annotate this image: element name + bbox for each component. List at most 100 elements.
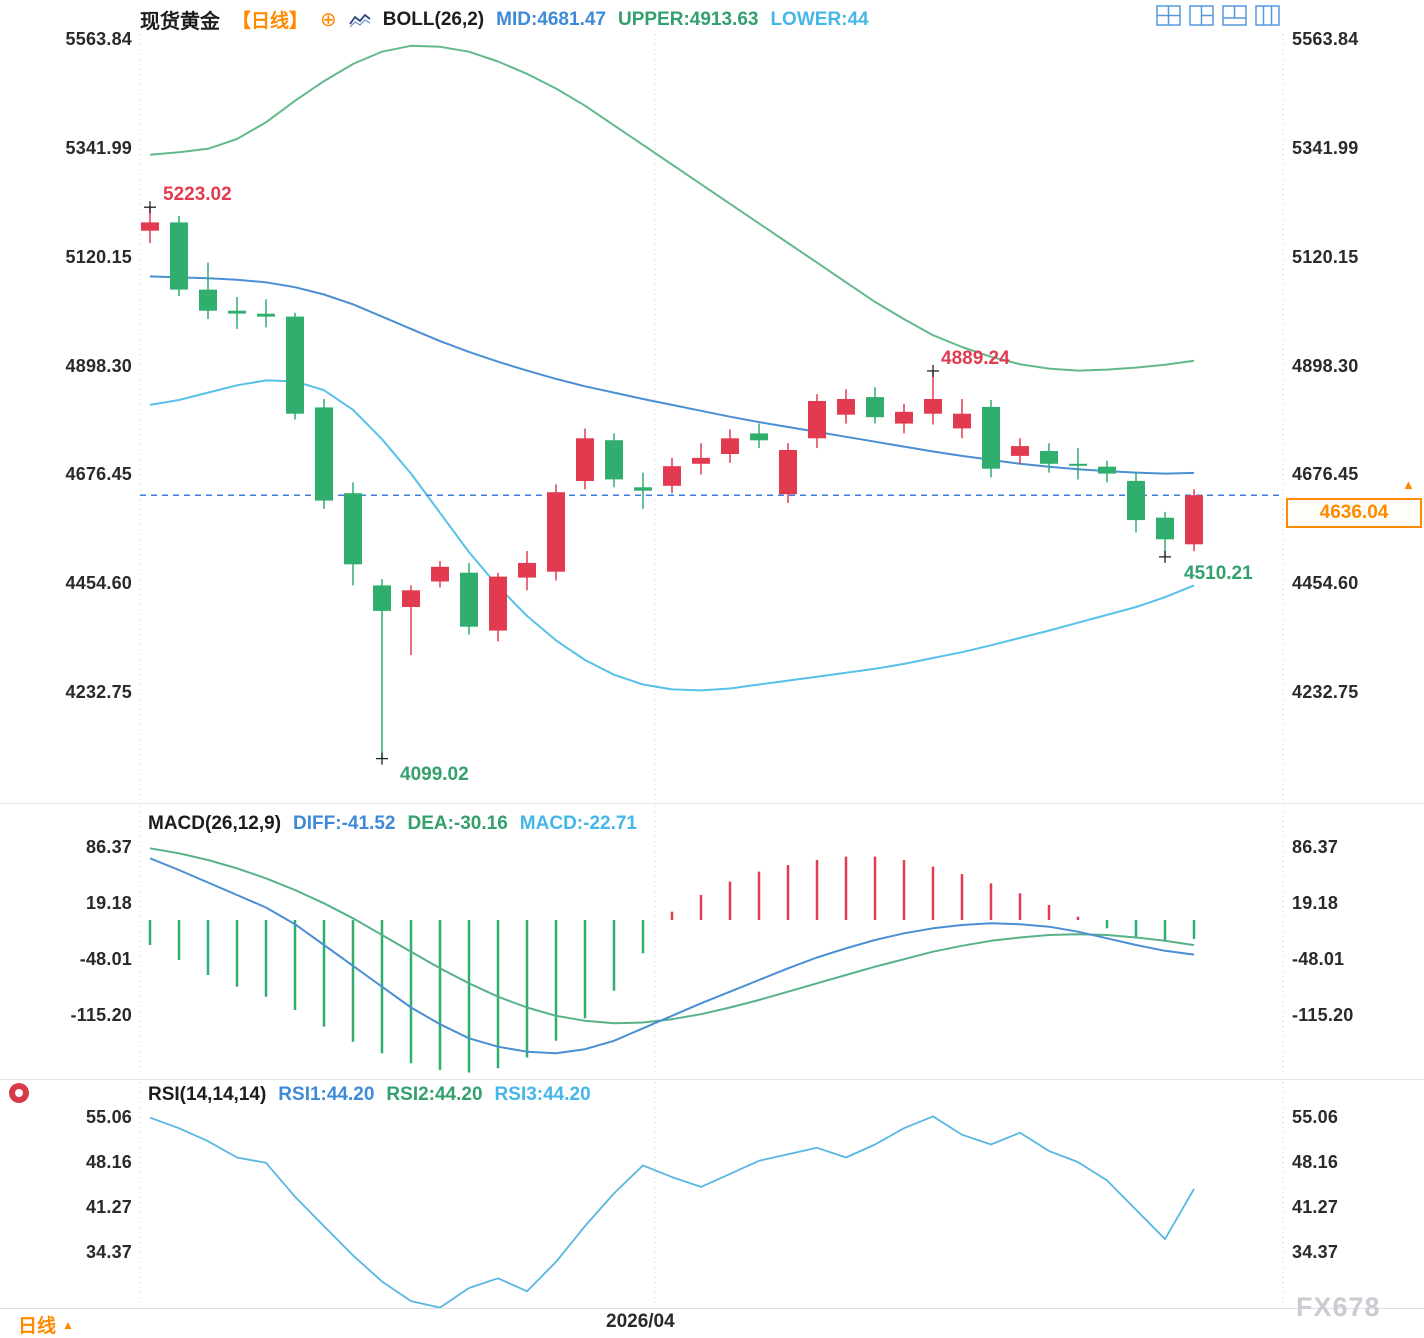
y-axis-label: 4676.45 (65, 464, 132, 484)
triangle-up-icon: ▲ (62, 1317, 74, 1332)
candle-body (460, 572, 478, 627)
rsi-header: RSI(14,14,14) RSI1:44.20 RSI2:44.20 RSI3… (148, 1084, 591, 1106)
macd-axis-label: 19.18 (1292, 893, 1339, 913)
y-axis-label: 4454.60 (65, 573, 132, 593)
layout-split-vertical-icon[interactable] (1189, 5, 1214, 26)
candle-body (895, 411, 913, 424)
candle-body (228, 310, 246, 314)
y-axis-label: 4454.60 (1292, 573, 1359, 593)
watermark: FX678 (1296, 1292, 1381, 1322)
rsi-axis-label: 34.37 (1292, 1242, 1339, 1262)
rsi-axis-label: 34.37 (85, 1242, 132, 1262)
candle-body (692, 457, 710, 464)
layout-columns-icon[interactable] (1255, 5, 1280, 26)
annotation-high: 4889.24 (941, 348, 1010, 369)
rsi1-value: RSI1:44.20 (278, 1084, 375, 1105)
rsi-axis-label: 48.16 (85, 1152, 132, 1172)
y-axis-label: 5341.99 (65, 138, 132, 158)
candle-body (315, 407, 333, 501)
macd-axis-label: -48.01 (1292, 949, 1345, 969)
boll-mid-line (149, 275, 1195, 475)
candle-body (924, 399, 942, 414)
rsi-axis-label: 55.06 (1292, 1107, 1339, 1127)
candle-body (1069, 463, 1087, 466)
pane-separator (0, 803, 1424, 804)
add-indicator-icon[interactable]: ⊕ (320, 9, 337, 31)
y-axis-label: 5563.84 (65, 29, 132, 49)
candle-body (1040, 451, 1058, 464)
macd-diff-line (149, 857, 1195, 1055)
y-axis-label: 5563.84 (1292, 29, 1359, 49)
main-chart-header: 现货黄金 【日线】 ⊕ BOLL(26,2) MID:4681.47 UPPER… (140, 5, 869, 34)
candle-body (547, 492, 565, 572)
macd-diff-value: DIFF:-41.52 (293, 813, 396, 834)
candle-body (170, 222, 188, 290)
rsi-axis-label: 41.27 (1292, 1197, 1339, 1217)
candle-body (721, 438, 739, 454)
candle-body (373, 585, 391, 611)
candle-body (344, 493, 362, 565)
price-arrow-up-icon: ▲ (1402, 477, 1415, 492)
layout-grid-icon[interactable] (1156, 5, 1181, 26)
layout-panes-icon[interactable] (1222, 5, 1247, 26)
candle-body (518, 562, 536, 578)
candle-body (489, 576, 507, 631)
indicator-settings-icon[interactable] (9, 1083, 29, 1103)
boll-lower-line (149, 379, 1195, 692)
y-axis-label: 4232.75 (1292, 682, 1359, 702)
boll-indicator-icon (349, 12, 371, 28)
macd-axis-label: 86.37 (85, 837, 132, 857)
candle-body (1185, 495, 1203, 545)
candle-body (402, 590, 420, 607)
macd-axis-label: -48.01 (79, 949, 132, 969)
macd-axis-label: -115.20 (1292, 1005, 1354, 1025)
layout-toolbar (1156, 5, 1280, 26)
candle-body (982, 406, 1000, 469)
boll-mid-value: MID:4681.47 (496, 8, 606, 30)
boll-upper-value: UPPER:4913.63 (617, 8, 759, 30)
candle-body (1156, 517, 1174, 540)
candle-body (837, 399, 855, 415)
macd-axis-label: 86.37 (1292, 837, 1339, 857)
annotation-high: 5223.02 (163, 184, 232, 205)
candle-body (1127, 480, 1145, 521)
macd-header: MACD(26,12,9) DIFF:-41.52 DEA:-30.16 MAC… (148, 813, 637, 835)
macd-value: MACD:-22.71 (519, 813, 637, 834)
candle-body (1011, 446, 1029, 456)
boll-upper-line (149, 44, 1195, 372)
candle-body (866, 397, 884, 418)
rsi-line (149, 1115, 1195, 1309)
candle-body (953, 413, 971, 429)
candle-body (750, 433, 768, 441)
macd-dea-value: DEA:-30.16 (407, 813, 508, 834)
rsi3-value: RSI3:44.20 (494, 1084, 591, 1105)
macd-axis-label: 19.18 (85, 893, 132, 913)
candle-body (257, 313, 275, 317)
rsi2-value: RSI2:44.20 (386, 1084, 483, 1105)
last-price-tag: 4636.04 (1286, 498, 1422, 528)
y-axis-label: 4676.45 (1292, 464, 1359, 484)
boll-lower-value: LOWER:44 (770, 8, 869, 30)
macd-title: MACD(26,12,9) (148, 813, 282, 834)
candle-body (141, 222, 159, 231)
candle-body (779, 450, 797, 495)
candle-body (808, 401, 826, 439)
candle-body (199, 289, 217, 311)
candle-body (1098, 466, 1116, 474)
rsi-axis-label: 41.27 (85, 1197, 132, 1217)
y-axis-label: 4232.75 (65, 682, 132, 702)
macd-axis-label: -115.20 (70, 1005, 132, 1025)
candle-body (663, 466, 681, 486)
period-selector[interactable]: 日线 ▲ (10, 1311, 82, 1338)
period-tag[interactable]: 【日线】 (232, 11, 309, 32)
pane-separator (0, 1079, 1424, 1080)
symbol-name: 现货黄金 (140, 11, 220, 33)
annotation-low: 4099.02 (400, 764, 469, 785)
boll-label: BOLL(26,2) (382, 8, 485, 30)
y-axis-label: 5120.15 (1292, 247, 1359, 267)
rsi-title: RSI(14,14,14) (148, 1084, 267, 1105)
period-label: 日线 (18, 1316, 57, 1337)
y-axis-label: 4898.30 (65, 356, 132, 376)
